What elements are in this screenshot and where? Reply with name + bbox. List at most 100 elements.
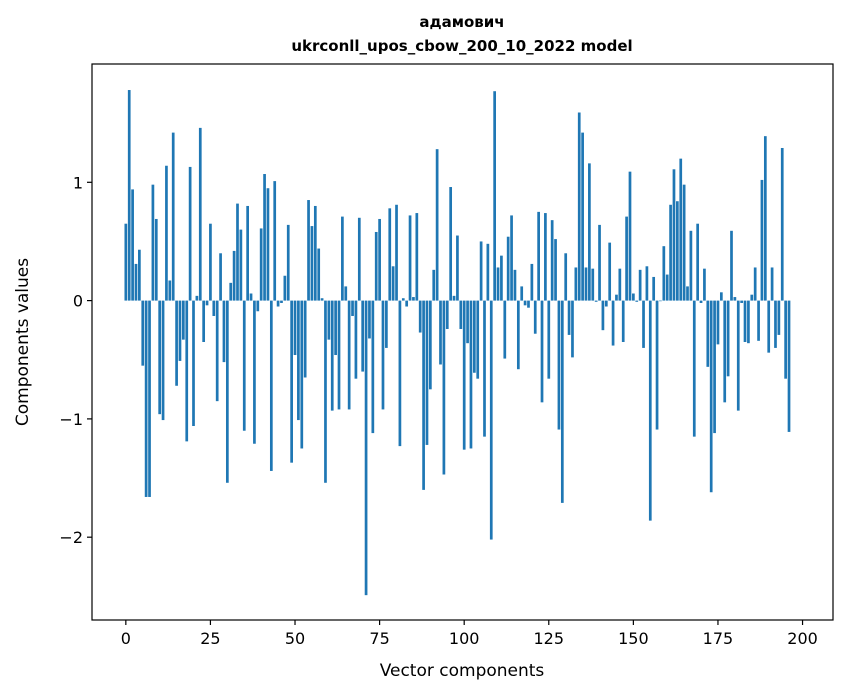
bar bbox=[165, 165, 168, 301]
bar bbox=[168, 280, 172, 301]
bar bbox=[689, 230, 693, 301]
bar bbox=[253, 300, 256, 444]
x-tick-label: 0 bbox=[121, 629, 131, 648]
bar bbox=[219, 253, 222, 301]
bar bbox=[134, 263, 138, 301]
bar bbox=[239, 229, 243, 301]
bar bbox=[415, 213, 419, 301]
bar bbox=[283, 275, 287, 301]
bar bbox=[567, 300, 571, 335]
bar bbox=[503, 300, 507, 359]
x-tick-label: 150 bbox=[618, 629, 649, 648]
bar bbox=[560, 300, 564, 503]
bar bbox=[232, 250, 236, 301]
bar bbox=[469, 300, 473, 449]
bar bbox=[547, 300, 551, 379]
bar bbox=[215, 300, 219, 402]
bar bbox=[652, 276, 656, 301]
bar bbox=[385, 300, 388, 348]
bar bbox=[550, 220, 554, 301]
bar bbox=[391, 266, 395, 301]
bar bbox=[733, 297, 737, 301]
bar bbox=[486, 243, 490, 301]
bar bbox=[682, 184, 686, 301]
y-tick-label: −1 bbox=[59, 410, 83, 429]
y-tick-label: 1 bbox=[73, 173, 83, 192]
bar bbox=[334, 300, 337, 356]
bar bbox=[452, 295, 456, 301]
bar bbox=[154, 218, 158, 301]
bar bbox=[533, 300, 537, 334]
x-tick-label: 175 bbox=[703, 629, 734, 648]
bar bbox=[591, 268, 595, 301]
bar bbox=[148, 300, 151, 497]
bar bbox=[500, 255, 503, 301]
bar bbox=[598, 224, 601, 301]
bar bbox=[222, 300, 226, 363]
bar bbox=[351, 300, 354, 316]
bar bbox=[236, 203, 239, 301]
bar bbox=[713, 300, 716, 434]
bar bbox=[269, 300, 273, 471]
bar bbox=[209, 223, 212, 301]
bar bbox=[263, 174, 266, 301]
bar bbox=[171, 132, 175, 301]
bar bbox=[760, 179, 764, 301]
bar bbox=[280, 300, 283, 303]
bar bbox=[615, 294, 618, 301]
bar bbox=[662, 246, 666, 301]
bar bbox=[571, 300, 574, 358]
bar bbox=[158, 300, 162, 415]
bar bbox=[493, 91, 496, 301]
bar bbox=[750, 294, 754, 301]
bar bbox=[676, 201, 679, 301]
bar bbox=[425, 300, 429, 445]
x-tick-label: 50 bbox=[285, 629, 305, 648]
bar bbox=[655, 300, 659, 430]
bar bbox=[544, 213, 547, 301]
bar bbox=[429, 300, 432, 390]
bar bbox=[357, 217, 361, 301]
bar bbox=[374, 231, 378, 301]
bar bbox=[412, 297, 415, 301]
bar bbox=[246, 205, 249, 301]
bar bbox=[594, 300, 598, 302]
bar bbox=[723, 300, 727, 403]
bar bbox=[310, 226, 314, 301]
bar bbox=[557, 300, 561, 430]
bar bbox=[364, 300, 368, 596]
bar bbox=[138, 249, 141, 301]
bar bbox=[131, 189, 134, 301]
bar bbox=[124, 223, 128, 301]
bar bbox=[259, 228, 263, 301]
bar bbox=[327, 300, 331, 340]
bar bbox=[611, 300, 615, 346]
bar bbox=[432, 269, 436, 301]
bar bbox=[784, 300, 787, 379]
bar bbox=[632, 293, 635, 301]
plot-area-frame bbox=[91, 63, 834, 621]
bar bbox=[439, 300, 442, 365]
bar bbox=[297, 300, 300, 421]
bar bbox=[588, 163, 591, 301]
bar bbox=[564, 253, 568, 301]
bar bbox=[496, 267, 500, 301]
bar bbox=[368, 300, 371, 339]
bar bbox=[574, 267, 578, 301]
x-tick-label: 75 bbox=[369, 629, 389, 648]
bar bbox=[205, 300, 209, 306]
bar bbox=[307, 200, 310, 301]
bar bbox=[195, 295, 199, 301]
bar bbox=[736, 300, 740, 411]
bar bbox=[449, 187, 453, 301]
bar bbox=[300, 300, 304, 449]
bar bbox=[229, 282, 233, 301]
bar bbox=[324, 300, 327, 483]
bar bbox=[445, 300, 449, 329]
bar bbox=[242, 300, 246, 431]
bar bbox=[618, 268, 622, 301]
bar bbox=[408, 215, 412, 301]
bar bbox=[178, 300, 182, 361]
bar bbox=[726, 300, 730, 377]
bar bbox=[459, 300, 463, 329]
